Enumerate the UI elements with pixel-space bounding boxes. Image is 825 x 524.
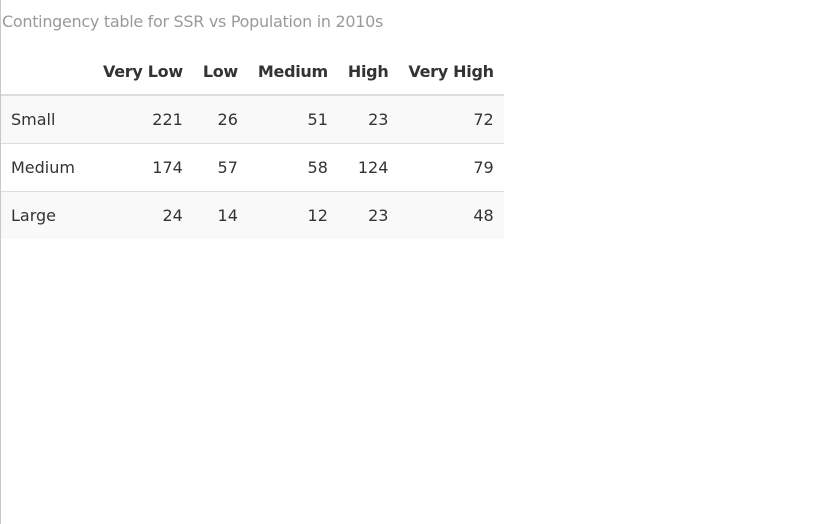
column-header-low: Low [192, 48, 248, 96]
table-row-medium: Medium 174 57 58 124 79 [1, 143, 504, 192]
table-cell: 23 [337, 191, 399, 239]
column-header-medium: Medium [247, 48, 338, 96]
table-cell: 124 [337, 143, 399, 192]
table-cell: 72 [473, 110, 494, 129]
header-row: Very Low Low Medium High Very High [1, 48, 504, 96]
row-label: Small [11, 110, 56, 129]
row-label: Medium [1, 143, 93, 192]
column-header-very-high: Very High [398, 48, 504, 96]
table-cell: 174 [93, 143, 193, 192]
table-cell: 23 [368, 110, 389, 129]
header-corner-cell [1, 48, 93, 96]
contingency-table: Very Low Low Medium High Very High Small… [1, 48, 504, 239]
table-cell: 14 [192, 191, 248, 239]
column-header-very-low: Very Low [93, 48, 193, 96]
table-cell: 48 [398, 191, 504, 239]
table-cell: 51 [307, 110, 328, 129]
row-label: Large [1, 191, 93, 239]
table-body: Small 221 26 51 23 72 Medium 174 57 58 1… [1, 95, 504, 239]
table-cell: 24 [93, 191, 193, 239]
table-row-large: Large 24 14 12 23 48 [1, 191, 504, 239]
table-header: Very Low Low Medium High Very High [1, 48, 504, 96]
table-caption: Contingency table for SSR vs Population … [2, 12, 384, 31]
table-cell: 221 [152, 110, 183, 129]
table-row-small: Small 221 26 51 23 72 [1, 95, 504, 144]
table-cell: 57 [192, 143, 248, 192]
left-border [0, 0, 1, 524]
column-header-high: High [337, 48, 399, 96]
table-cell: 79 [398, 143, 504, 192]
table-cell: 12 [247, 191, 338, 239]
table-cell: 26 [217, 110, 238, 129]
table-cell: 58 [247, 143, 338, 192]
